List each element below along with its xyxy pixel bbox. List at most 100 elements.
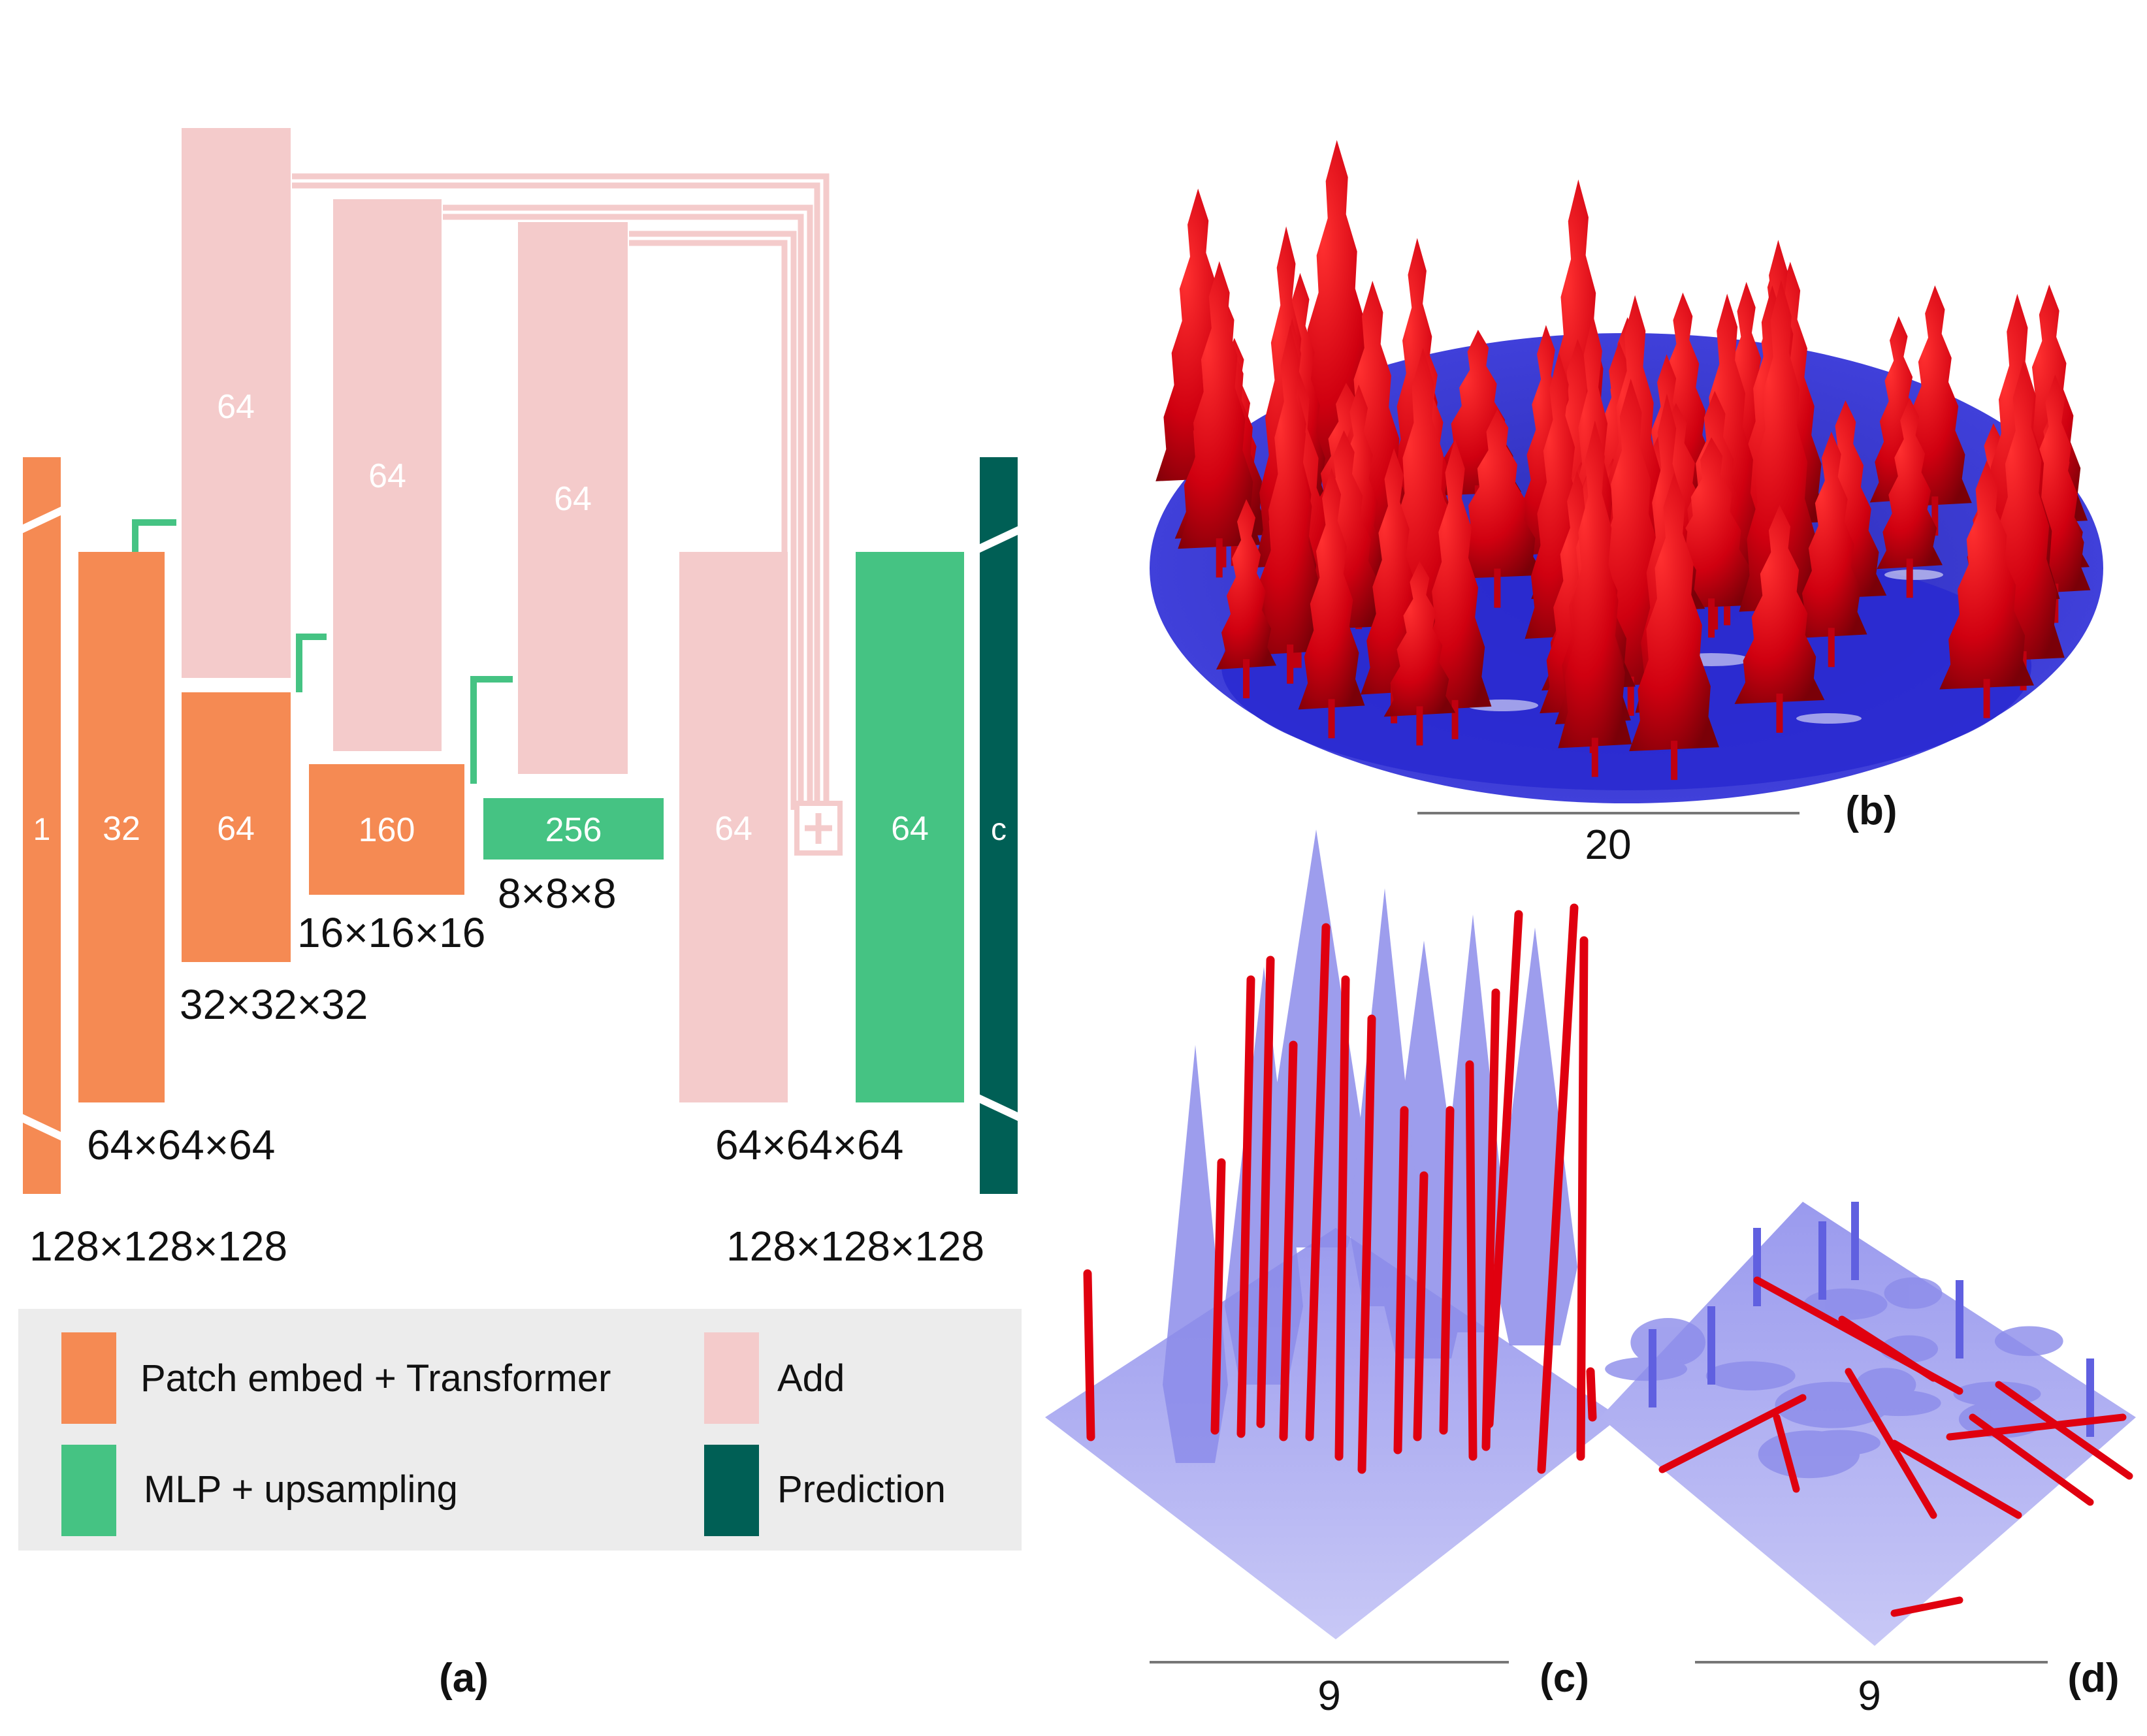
legend-swatch-add [704, 1332, 759, 1424]
plus-icon [805, 813, 832, 844]
enc3-block: 160 [309, 764, 464, 895]
skip2-channels: 64 [368, 457, 406, 495]
skip-line-2b [443, 214, 804, 810]
tree-points [1155, 140, 2091, 780]
tree-crown [1256, 325, 1325, 655]
stub [2086, 1358, 2094, 1437]
resolution-labels: 8×8×8 16×16×16 32×32×32 64×64×64 64×64×6… [29, 870, 984, 1270]
tree-trunk [1627, 676, 1634, 716]
tree-crown [1734, 504, 1825, 704]
stem [1210, 1158, 1226, 1435]
stem [1481, 988, 1500, 1451]
panel-c-label: (c) [1540, 1656, 1589, 1701]
legend-label-prediction: Prediction [777, 1468, 946, 1511]
legend-swatch-patch-embed [61, 1332, 116, 1424]
dec-res: 64×64×64 [715, 1121, 903, 1168]
tree-trunk [1711, 590, 1719, 630]
skip-line-3 [629, 231, 797, 810]
standing-stubs-d [1649, 1202, 2094, 1437]
enc2-channels: 64 [217, 810, 255, 848]
fallen-log [1969, 1413, 2094, 1506]
enc3-res: 16×16×16 [297, 909, 485, 956]
enc3-channels: 160 [359, 811, 415, 849]
tree-trunk [1828, 628, 1835, 667]
fallen-log [1946, 1413, 2127, 1441]
tree-trunk [1287, 644, 1294, 684]
enc1-block: 32 [78, 552, 165, 1102]
skip1-block: 64 [182, 128, 291, 678]
connector-2 [296, 634, 327, 692]
ground-plot-d [1600, 1202, 2136, 1646]
skip-line-1b [292, 182, 820, 810]
tree-canopy [1163, 1045, 1228, 1463]
legend-swatch-prediction [704, 1445, 759, 1536]
scale-label-d: 9 [1858, 1672, 1881, 1719]
tree-trunk [1494, 568, 1501, 608]
fallen-log [1890, 1596, 1963, 1617]
skip-line-2 [443, 204, 813, 810]
legend-label-patch-embed: Patch embed + Transformer [140, 1357, 611, 1400]
shrub [1705, 1361, 1796, 1390]
stem [1236, 975, 1255, 1438]
stem [1334, 975, 1350, 1461]
enc1-res: 64×64×64 [87, 1121, 275, 1168]
tree-crown [1939, 460, 2034, 690]
tree-trunk [1416, 706, 1423, 746]
skip3-channels: 64 [554, 480, 592, 518]
network-diagram: 1 32 64 64 64 160 64 256 [18, 128, 1023, 1701]
skip3-block: 64 [518, 222, 628, 774]
connector-3 [470, 676, 513, 784]
tree-crown [1383, 561, 1456, 717]
tree-crown [1450, 409, 1545, 579]
upsample-connectors [132, 519, 513, 784]
fallen-log [1773, 1413, 1800, 1493]
tree-crown [1298, 468, 1365, 710]
sum-channels: 64 [715, 810, 752, 848]
forest-pointcloud-b: 20 (b) [1150, 140, 2103, 868]
fallen-log [1890, 1439, 2022, 1519]
tree-crown [1558, 420, 1632, 748]
output-res: 128×128×128 [726, 1223, 984, 1270]
shrub [1884, 1277, 1943, 1309]
mlp-block: 64 [856, 552, 964, 1102]
prediction-block: c [975, 457, 1023, 1194]
legend-background [18, 1309, 1022, 1551]
stub [1818, 1221, 1826, 1300]
tree-crown [1629, 472, 1719, 752]
enc1-channels: 32 [103, 810, 140, 848]
tree-trunk [1931, 496, 1939, 536]
log-points-d [1658, 1276, 2133, 1617]
prediction-classes: c [991, 812, 1007, 847]
legend: Patch embed + Transformer Add MLP + upsa… [18, 1309, 1022, 1551]
tree-trunk [1906, 558, 1913, 598]
stem [1439, 1106, 1455, 1435]
tree-trunk [1219, 528, 1227, 568]
stub [1649, 1329, 1656, 1407]
add-operator [794, 801, 843, 856]
forest-pointcloud-d: 9 (d) [1600, 1202, 2136, 1719]
stem [1413, 1171, 1429, 1441]
skip-connections [292, 173, 830, 810]
enc2-block: 64 [182, 692, 291, 962]
stem [1083, 1269, 1095, 1441]
enc4-channels: 256 [545, 811, 602, 849]
scale-label-b: 20 [1585, 821, 1631, 868]
stem [1537, 903, 1579, 1474]
shrub [1605, 1357, 1688, 1381]
tree-trunk [1983, 679, 1990, 718]
stem [1576, 936, 1589, 1461]
stem [1357, 1014, 1376, 1474]
legend-swatch-mlp [61, 1445, 116, 1536]
tree-crown [1795, 431, 1867, 639]
tree-crown [1739, 280, 1824, 612]
input-block-rect [23, 457, 61, 1194]
stub [1956, 1280, 1963, 1358]
tree-crown [1178, 261, 1261, 549]
stem [1586, 1367, 1597, 1422]
tree-trunk [1708, 598, 1715, 638]
stub [1851, 1202, 1859, 1280]
fallen-log [1658, 1394, 1807, 1473]
tree-crown [1877, 398, 1943, 570]
shrub [1994, 1326, 2063, 1357]
skip-line-1 [292, 173, 830, 810]
